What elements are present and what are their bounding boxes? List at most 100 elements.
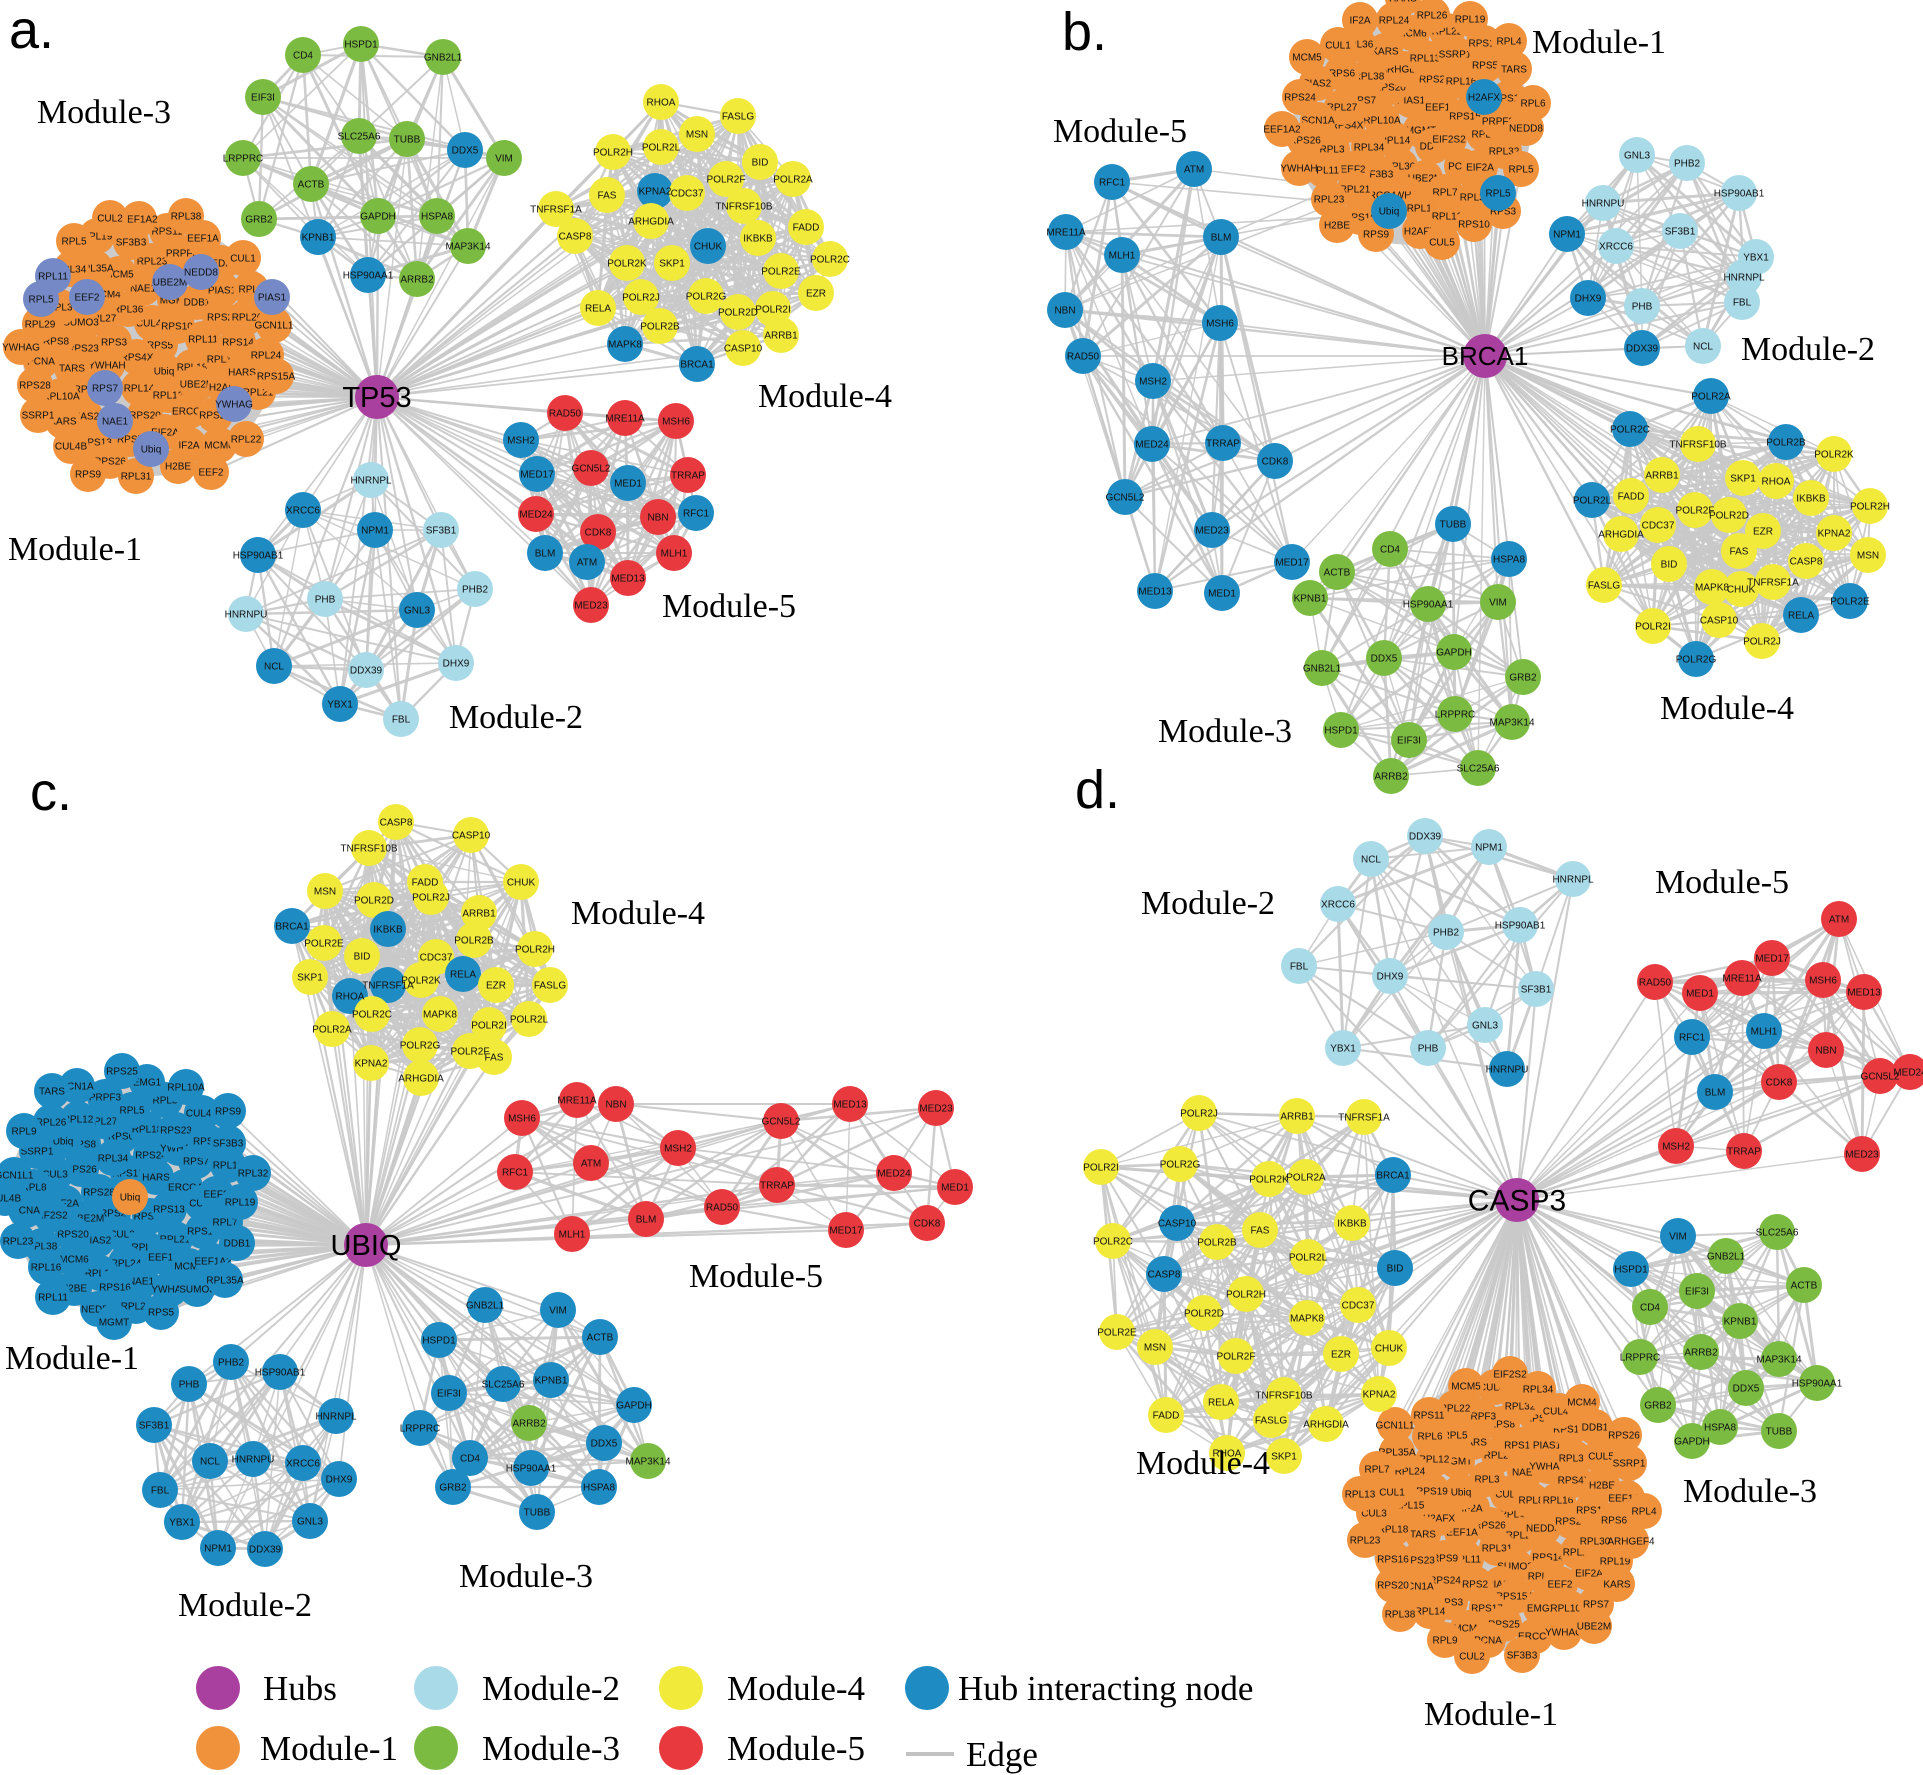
svg-text:MSH2: MSH2 [664,1144,692,1155]
svg-text:SSRP1: SSRP1 [22,411,55,422]
svg-text:EEF2: EEF2 [203,1190,228,1201]
svg-text:RELA: RELA [1788,611,1814,622]
svg-text:RPS8: RPS8 [43,337,70,348]
svg-text:CUL1: CUL1 [1325,41,1351,52]
svg-text:CUL4A: CUL4A [186,1109,219,1120]
svg-text:RPS2: RPS2 [100,1209,127,1220]
svg-text:CUL3: CUL3 [1361,1509,1387,1520]
svg-text:YWHAG: YWHAG [2,343,40,354]
svg-text:RFC1: RFC1 [502,1168,529,1179]
svg-text:MED1: MED1 [1208,589,1236,600]
svg-text:EEF1A: EEF1A [148,1253,180,1264]
svg-text:RPL7: RPL7 [1364,1465,1389,1476]
svg-text:BID: BID [354,952,371,963]
svg-text:ARHGDIA: ARHGDIA [1598,530,1644,541]
svg-text:MLH1: MLH1 [661,549,688,560]
svg-text:DHX9: DHX9 [326,1475,353,1486]
svg-text:RPL11: RPL11 [1309,166,1339,177]
svg-text:MRE11A: MRE11A [557,1096,597,1107]
svg-text:Module-1: Module-1 [8,531,142,568]
svg-text:MED13: MED13 [1138,587,1172,598]
svg-text:POLR2L: POLR2L [1573,496,1612,507]
svg-text:RPL11: RPL11 [38,1293,68,1304]
svg-text:POLR2E: POLR2E [1830,597,1870,608]
svg-text:Hub interacting node: Hub interacting node [958,1669,1253,1708]
svg-text:CD4: CD4 [1380,545,1400,556]
svg-text:RPL24: RPL24 [251,351,282,362]
svg-text:XRCC6: XRCC6 [286,506,320,517]
svg-text:POLR2A: POLR2A [1286,1173,1326,1184]
svg-text:MED23: MED23 [1195,526,1229,537]
svg-text:POLR2H: POLR2H [593,148,633,159]
svg-text:POLR2F: POLR2F [1217,1352,1256,1363]
svg-text:PIAS2: PIAS2 [1303,79,1332,90]
svg-text:NEDD8: NEDD8 [204,259,238,270]
svg-text:RPL13: RPL13 [1345,1490,1376,1501]
svg-text:GRB2: GRB2 [1509,673,1537,684]
svg-text:Module-5: Module-5 [689,1258,823,1295]
svg-text:LRPPRC: LRPPRC [1620,1353,1661,1364]
svg-text:IKBKB: IKBKB [743,234,773,245]
svg-text:RPS23: RPS23 [160,1126,192,1137]
svg-text:RPL18: RPL18 [1378,1525,1409,1536]
svg-text:CASP8: CASP8 [380,818,413,829]
svg-text:POLR2A: POLR2A [312,1025,352,1036]
svg-text:RPS6: RPS6 [108,1132,135,1143]
svg-text:FASLG: FASLG [534,981,566,992]
svg-text:RPL31: RPL31 [1460,193,1491,204]
svg-text:MGMT: MGMT [160,296,191,307]
svg-text:Module-1: Module-1 [1532,24,1666,61]
svg-text:CASP8: CASP8 [1148,1270,1181,1281]
svg-text:HNRNPL: HNRNPL [315,1412,357,1423]
svg-text:RPL32: RPL32 [238,1169,269,1180]
svg-text:RPL35A: RPL35A [1378,1448,1416,1459]
svg-text:MLH1: MLH1 [559,1230,586,1241]
svg-text:CASP10: CASP10 [452,831,491,842]
svg-text:LRPPRC: LRPPRC [223,154,264,165]
svg-text:SLC25A6: SLC25A6 [1457,764,1500,775]
svg-text:NAE1: NAE1 [102,417,129,428]
svg-text:RPS5: RPS5 [1472,61,1499,72]
svg-text:RPS9: RPS9 [1432,1554,1459,1565]
svg-text:RPL21: RPL21 [243,388,274,399]
svg-text:YWHAH: YWHAH [1280,164,1317,175]
svg-text:RPL10A: RPL10A [167,1083,205,1094]
svg-text:TUBB: TUBB [1766,1427,1793,1438]
svg-text:ARRB2: ARRB2 [1374,772,1408,783]
svg-text:DDX5: DDX5 [591,1439,618,1450]
svg-text:RPS20: RPS20 [57,1230,89,1241]
svg-text:FAS: FAS [1730,547,1749,558]
svg-text:TARS: TARS [59,364,85,375]
svg-text:PHB: PHB [1418,1044,1439,1055]
svg-text:RPS20: RPS20 [1377,1581,1409,1592]
svg-text:EEF1A2: EEF1A2 [194,1257,232,1268]
svg-text:RPS26: RPS26 [94,457,126,468]
svg-text:TRRAP: TRRAP [671,471,705,482]
svg-text:RPL22: RPL22 [1432,27,1463,38]
svg-text:EIF2S2: EIF2S2 [34,1211,68,1222]
svg-text:PHB2: PHB2 [218,1358,245,1369]
svg-text:TNFRSF1A: TNFRSF1A [530,205,582,216]
svg-text:RPL14: RPL14 [124,384,155,395]
svg-text:RPL35A: RPL35A [206,1276,244,1287]
svg-text:RPL9: RPL9 [11,1127,36,1138]
svg-text:FAS: FAS [1251,1226,1270,1237]
svg-text:NCL: NCL [1361,855,1381,866]
svg-text:SKP1: SKP1 [659,259,685,270]
svg-text:MED24: MED24 [1893,1068,1923,1079]
svg-text:RPL34: RPL34 [98,1154,129,1165]
svg-text:NBN: NBN [1815,1046,1836,1057]
svg-text:NAE1: NAE1 [130,284,157,295]
svg-text:PIAS1: PIAS1 [208,286,237,297]
svg-text:RPS15: RPS15 [1449,112,1481,123]
svg-text:SCN1A: SCN1A [1301,116,1335,127]
svg-text:GAPDH: GAPDH [1436,648,1472,659]
svg-text:IF2A: IF2A [1349,16,1370,27]
svg-text:RPL13: RPL13 [213,1161,244,1172]
svg-text:MED23: MED23 [919,1104,953,1115]
svg-text:GCN5L2: GCN5L2 [1106,493,1145,504]
svg-text:SF3B1: SF3B1 [426,526,457,537]
svg-text:MSN: MSN [314,887,336,898]
svg-text:RFC1: RFC1 [683,509,710,520]
svg-text:KARS: KARS [1371,47,1399,58]
